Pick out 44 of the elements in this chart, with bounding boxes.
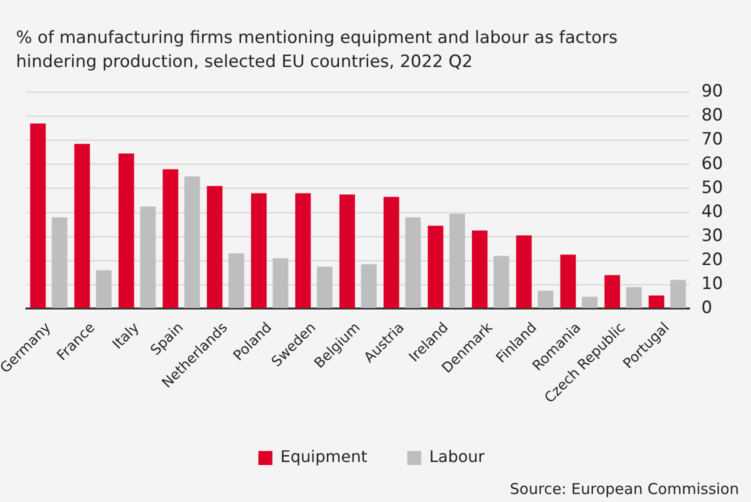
legend-label: Labour [429, 447, 486, 466]
bar [162, 169, 178, 308]
y-tick-label: 10 [701, 274, 724, 294]
bar [428, 226, 444, 308]
bar [670, 280, 686, 308]
legend-label: Equipment [280, 447, 368, 466]
bar [604, 275, 620, 308]
y-tick-label: 40 [701, 202, 724, 222]
bar [52, 217, 68, 308]
y-tick-label: 60 [701, 154, 724, 174]
bar [118, 154, 134, 308]
bar [96, 270, 112, 308]
bar [582, 296, 598, 308]
bar [272, 258, 288, 308]
bar [449, 214, 465, 308]
bar [384, 196, 400, 308]
bar [472, 230, 488, 308]
bar [648, 296, 664, 308]
bar [228, 253, 244, 308]
bar [405, 217, 421, 308]
y-tick-label: 30 [701, 226, 724, 246]
bar [206, 186, 222, 308]
bar [295, 193, 311, 308]
bar [560, 254, 576, 308]
y-tick-label: 70 [701, 130, 724, 150]
bar [361, 264, 377, 308]
bar [626, 287, 642, 308]
y-tick-label: 90 [701, 82, 724, 102]
bar [74, 144, 90, 308]
bar [140, 206, 156, 308]
y-tick-label: 20 [701, 250, 724, 270]
bar [339, 194, 355, 308]
source-note: Source: European Commission [510, 480, 739, 498]
bar [538, 290, 554, 308]
bar [494, 256, 510, 308]
bar [316, 266, 332, 308]
y-tick-label: 0 [701, 298, 712, 318]
y-tick-label: 50 [701, 178, 724, 198]
bar [30, 123, 46, 308]
bar [251, 193, 267, 308]
chart-title: % of manufacturing firms mentioning equipment and labour as factors hindering production, selected EU countries, 2022 Q2 [16, 27, 619, 74]
bar [184, 176, 200, 308]
y-tick-label: 80 [701, 106, 724, 126]
bar [516, 235, 532, 308]
